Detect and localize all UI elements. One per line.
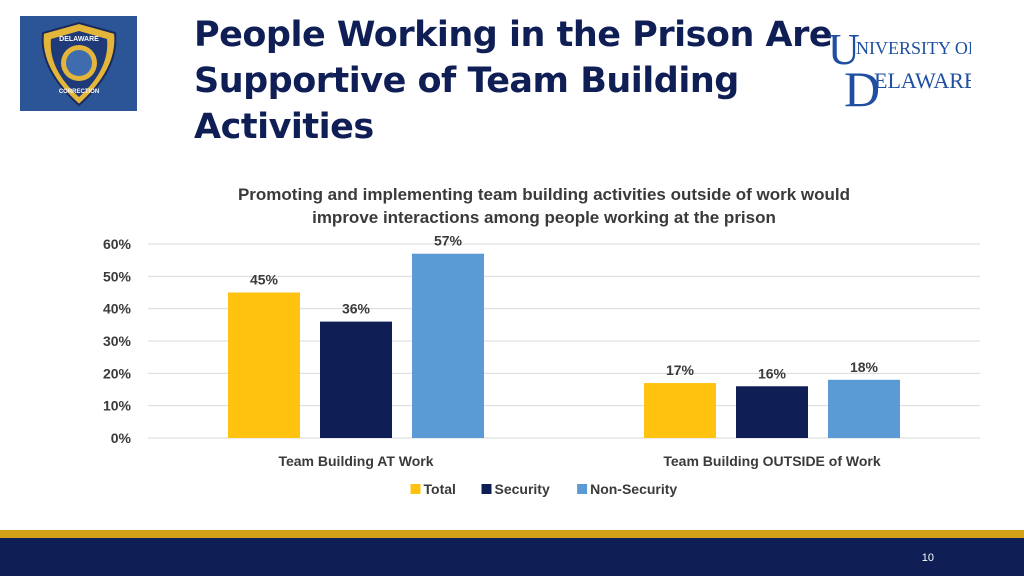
x-category-label: Team Building OUTSIDE of Work [663, 453, 880, 469]
data-label: 18% [850, 359, 879, 375]
data-label: 36% [342, 301, 371, 317]
university-of-delaware-logo: U D NIVERSITY OF ELAWARE [828, 25, 971, 112]
data-label: 57% [434, 233, 463, 249]
chart-title-line: Promoting and implementing team building… [238, 185, 850, 204]
y-axis-ticks: 0% 10% 20% 30% 40% 50% 60% [103, 236, 132, 446]
delaware-correction-badge: DELAWARE CORRECTION [20, 16, 137, 111]
chart-title: Promoting and implementing team building… [238, 185, 850, 227]
legend-label: Non-Security [590, 481, 677, 497]
y-tick-label: 50% [103, 268, 132, 284]
correction-shield-icon: DELAWARE CORRECTION [41, 21, 116, 106]
badge-top-text: DELAWARE [59, 36, 99, 43]
x-category-label: Team Building AT Work [278, 453, 433, 469]
footer-bar: 10 [0, 538, 1024, 576]
bar-security [736, 386, 808, 438]
y-tick-label: 60% [103, 236, 132, 252]
data-label: 45% [250, 272, 279, 288]
bar-total [644, 383, 716, 438]
ud-line1: NIVERSITY OF [856, 38, 971, 58]
chart-title-line: improve interactions among people workin… [312, 208, 776, 227]
bar-non-security [828, 379, 900, 438]
data-label: 17% [666, 362, 695, 378]
chart-legend: Total Security Non-Security [410, 481, 677, 497]
y-tick-label: 30% [103, 333, 132, 349]
y-tick-label: 40% [103, 301, 132, 317]
bar-chart: Promoting and implementing team building… [103, 185, 980, 497]
data-label: 16% [758, 365, 787, 381]
badge-bottom-text: CORRECTION [58, 89, 98, 95]
legend-swatch [481, 484, 492, 494]
legend-swatch [410, 484, 421, 494]
chart-bars [228, 253, 900, 438]
x-axis-categories: Team Building AT Work Team Building OUTSI… [278, 453, 880, 469]
bar-non-security [412, 253, 484, 438]
y-tick-label: 0% [111, 430, 132, 446]
ud-letter-d: D [844, 61, 880, 112]
legend-label: Security [495, 481, 550, 497]
bar-total [228, 292, 300, 438]
slide-title: People Working in the Prison Are Support… [194, 15, 833, 147]
y-tick-label: 20% [103, 365, 132, 381]
y-tick-label: 10% [103, 398, 132, 414]
legend-swatch [577, 484, 588, 494]
footer-accent-stripe [0, 530, 1024, 538]
bar-security [320, 321, 392, 438]
ud-line2: ELAWARE [874, 68, 971, 93]
ud-letter-u: U [828, 25, 860, 74]
page-number: 10 [921, 552, 934, 564]
legend-label: Total [424, 481, 456, 497]
data-labels: 45% 36% 57% 17% 16% 18% [250, 233, 879, 382]
